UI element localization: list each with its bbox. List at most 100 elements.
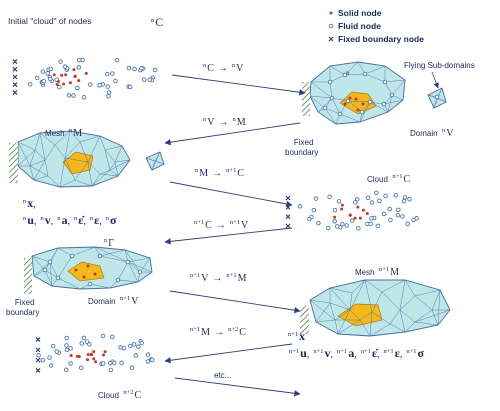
mesh-edge: [39, 132, 46, 161]
mesh-edge: [414, 321, 439, 326]
fluid-node: [145, 352, 151, 357]
mesh-edge: [309, 299, 331, 304]
solid-node: [75, 354, 79, 358]
fluid-node: [57, 84, 62, 90]
mesh-edge: [114, 145, 123, 163]
fixed-node: [35, 357, 41, 363]
fluid-node: [383, 193, 388, 199]
solid-node: [103, 350, 107, 354]
mesh-edge: [439, 289, 451, 311]
fluid-node: [131, 342, 137, 347]
fluid-node: [50, 343, 56, 349]
solid-node: [365, 211, 369, 215]
mesh-edge: [99, 169, 111, 175]
fluid-node: [313, 196, 319, 201]
mesh-edge: [404, 279, 441, 291]
fluid-node: [316, 220, 321, 226]
fluid-node: [132, 66, 137, 72]
mesh-edge: [117, 279, 139, 283]
mesh-edge: [349, 292, 353, 311]
fluid-node: [388, 217, 393, 223]
mesh-edge: [359, 101, 371, 123]
mesh-edge: [309, 95, 333, 99]
fluid-node: [87, 281, 93, 287]
mesh-edge: [87, 161, 101, 175]
mesh-edge: [145, 157, 153, 171]
mesh-edge: [349, 279, 366, 311]
mesh-edge: [99, 173, 119, 177]
mesh-edge: [404, 279, 416, 297]
mesh-edge: [17, 141, 36, 151]
fluid-node: [327, 79, 333, 85]
mesh-edge: [151, 160, 156, 171]
fluid-node: [71, 93, 76, 98]
fluid-node: [100, 333, 106, 339]
fluid-node: [401, 198, 407, 204]
fluid-node: [336, 199, 342, 204]
mesh-edge: [399, 295, 416, 311]
mesh-edge: [315, 319, 336, 323]
vars-n-x: nx,: [23, 196, 36, 210]
fixed-node: [285, 223, 291, 229]
mesh-edge: [29, 159, 46, 167]
fluid-node: [326, 225, 331, 231]
fluid-node: [75, 85, 80, 91]
fluid-node: [340, 221, 345, 227]
mesh-edge: [109, 159, 131, 171]
fluid-node: [108, 367, 114, 373]
fluid-node: [297, 204, 303, 209]
mesh-edge: [117, 261, 129, 281]
fluid-node: [115, 277, 121, 283]
mesh-edge: [351, 279, 366, 294]
solid-node: [354, 97, 358, 101]
mesh-edge: [33, 159, 46, 181]
fixed-node: [285, 204, 291, 210]
fluid-node: [368, 221, 374, 227]
solid-node: [353, 216, 357, 220]
mesh-edge: [317, 111, 337, 125]
mesh-edge: [329, 65, 346, 76]
fluid-node: [121, 345, 127, 351]
mesh-edge: [337, 319, 361, 335]
fluid-node: [81, 95, 87, 100]
fluid-node: [58, 59, 63, 64]
solid-node: [89, 352, 93, 356]
domain-n1-V: Domain n+1V: [88, 295, 139, 307]
mesh-edge: [127, 257, 151, 263]
mesh-edge: [71, 246, 96, 257]
legend-fluid-label: Fluid node: [338, 21, 381, 31]
mesh-edge: [359, 311, 373, 321]
mesh-edge: [59, 157, 66, 188]
fixed-node: [328, 36, 334, 42]
mesh-edge: [64, 157, 76, 181]
solid-node: [333, 215, 337, 219]
mesh-edge: [109, 169, 119, 177]
mesh-edge: [44, 269, 53, 287]
mesh-edge: [33, 261, 51, 277]
fluid-node: [88, 82, 93, 87]
vars-n1-x: n+1x: [288, 329, 306, 343]
solid-node: [329, 11, 333, 15]
mesh-flying-left: [145, 151, 165, 171]
mesh-edge: [334, 319, 339, 335]
fluid-node: [66, 93, 72, 98]
fixed-boundary-label-1: Fixed boundary: [285, 138, 319, 157]
cloud-n2-C: Cloud n+2C: [98, 389, 142, 401]
mesh-edge: [79, 135, 101, 143]
transition-n1M-n2C: n+1M → n+2C: [190, 326, 246, 338]
mesh-edge: [99, 135, 123, 147]
mesh-edge: [127, 261, 141, 273]
mesh-edge: [151, 163, 165, 171]
mesh-edge: [109, 161, 116, 171]
fluid-node: [84, 339, 90, 345]
mesh-edge: [57, 247, 73, 257]
fluid-node: [152, 67, 158, 73]
solid-node: [343, 102, 347, 106]
fluid-node: [402, 195, 408, 200]
domain-n-V: Domain nV: [410, 127, 454, 139]
fluid-node: [127, 343, 133, 349]
mesh-edge: [69, 130, 81, 143]
mesh-edge: [369, 101, 389, 113]
solid-node: [340, 203, 344, 207]
